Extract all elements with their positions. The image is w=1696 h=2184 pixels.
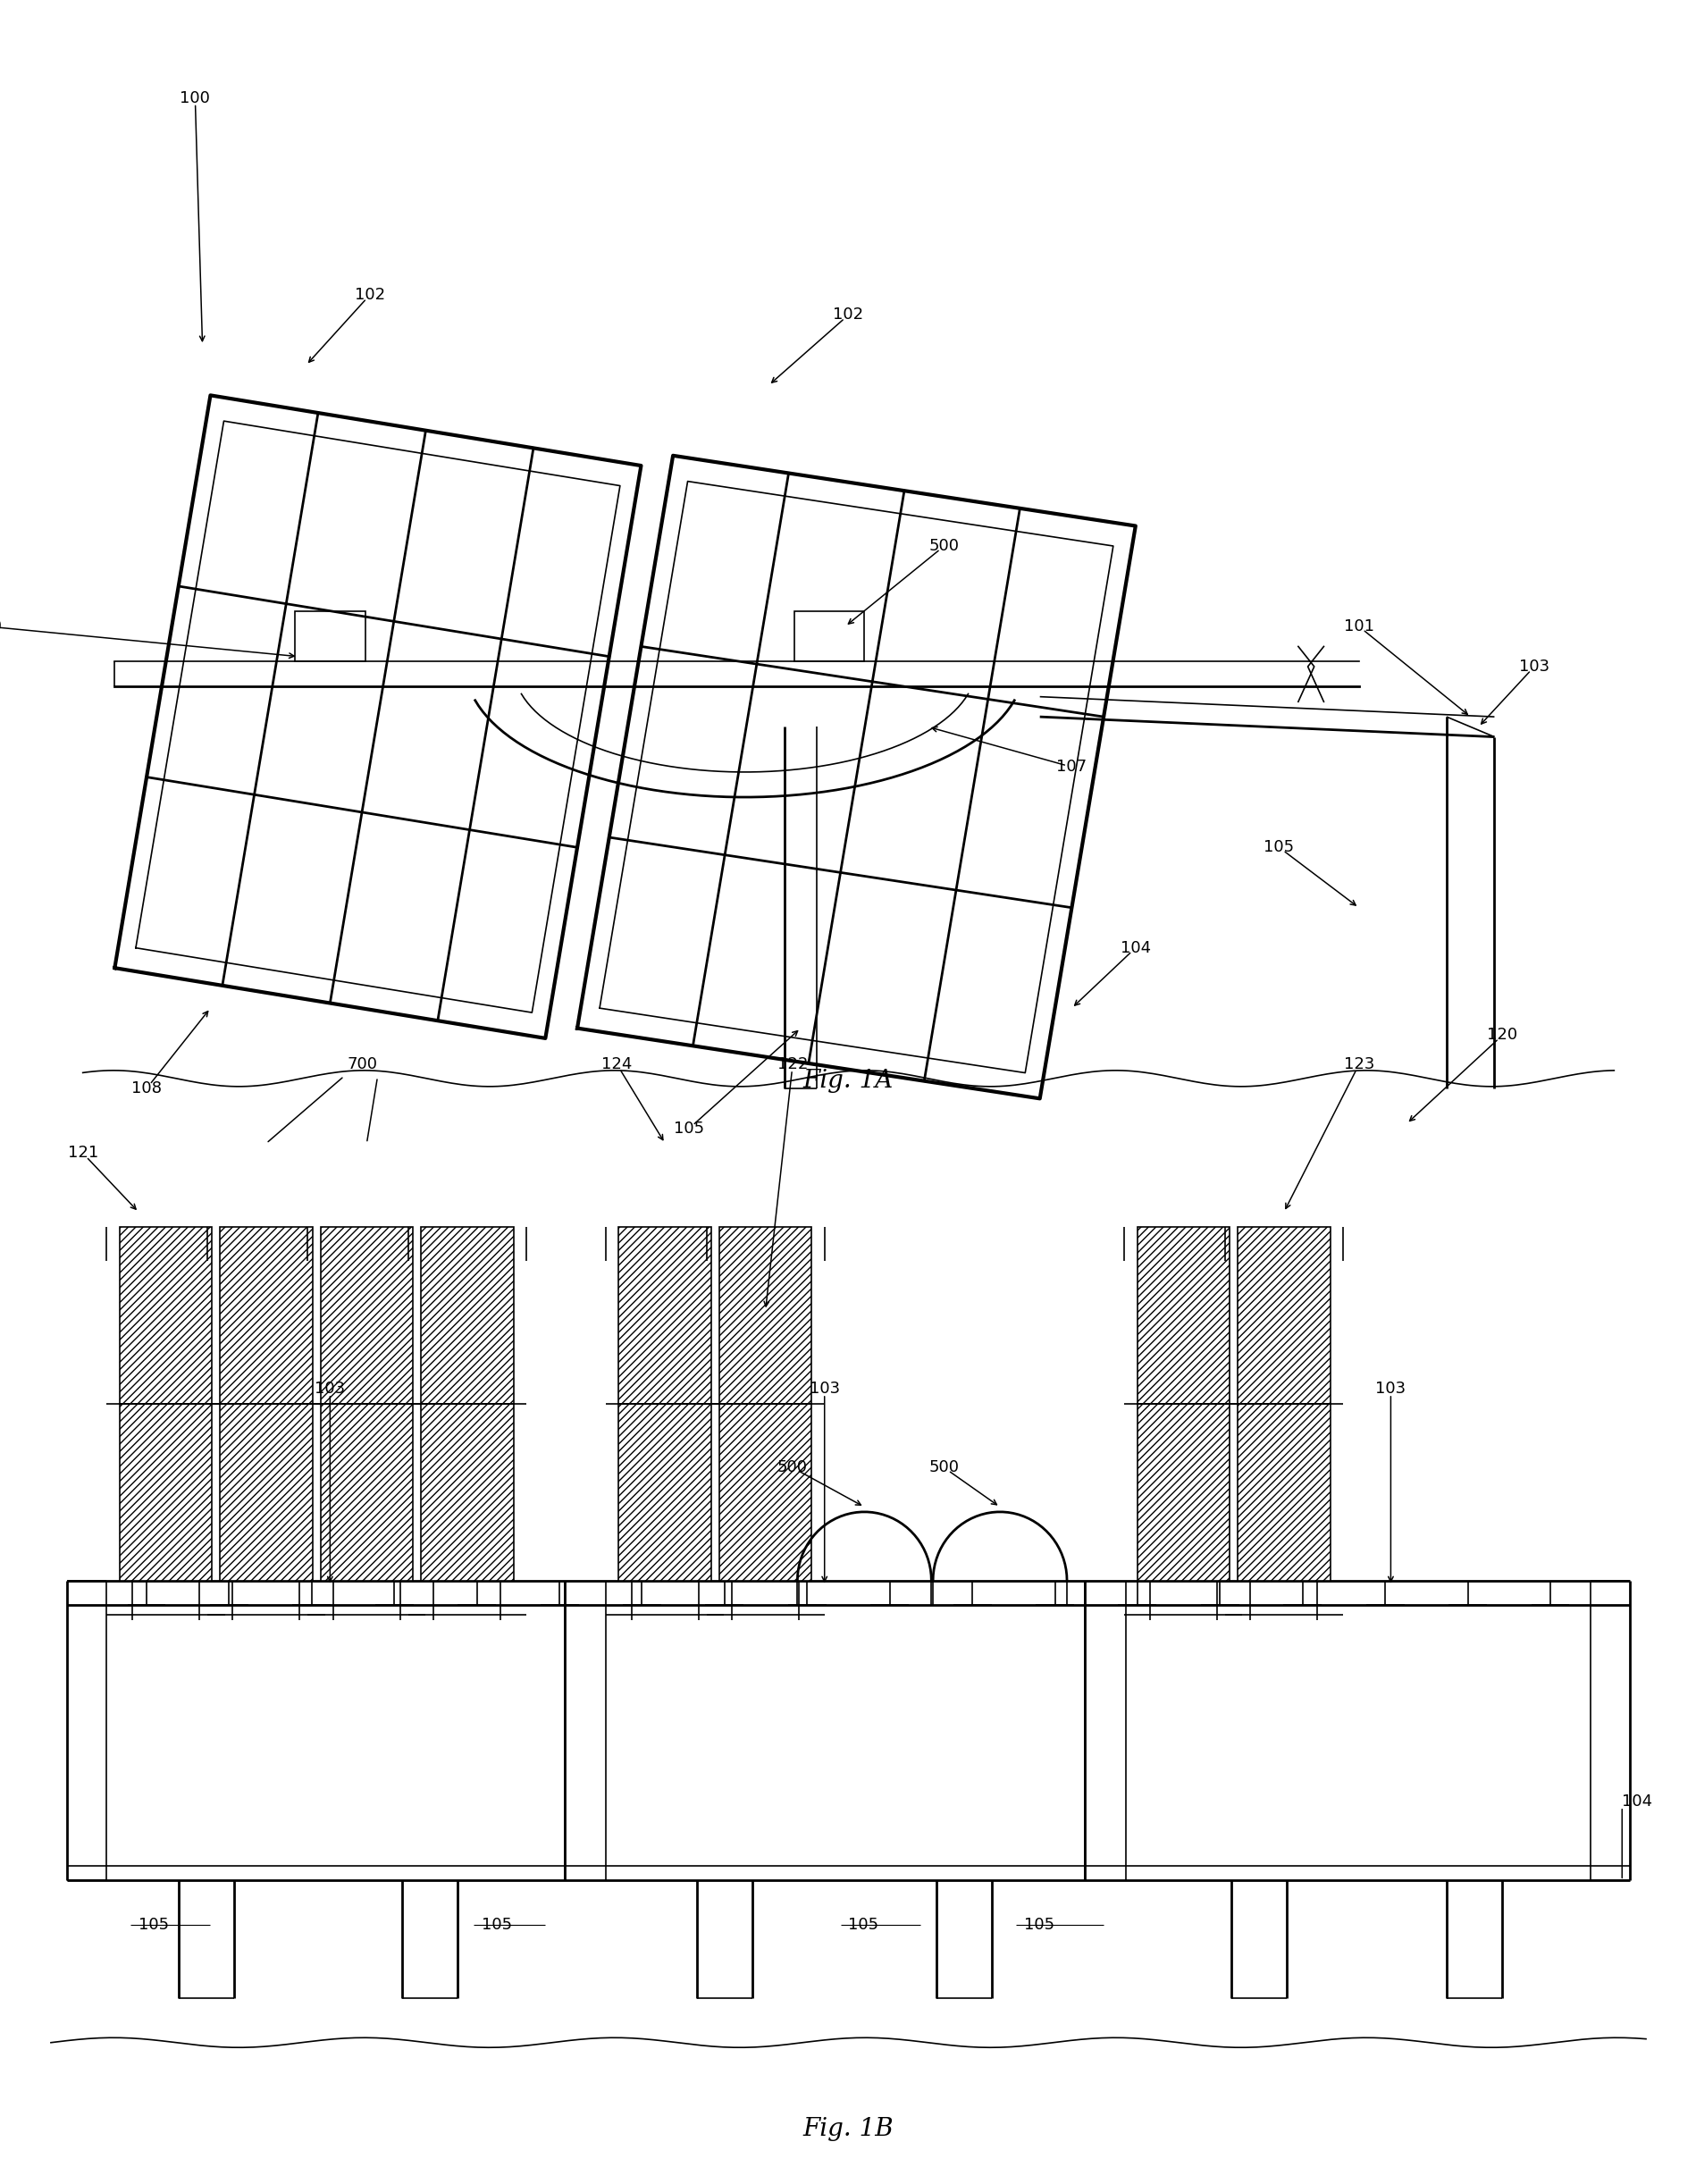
- Polygon shape: [321, 1404, 412, 1581]
- Polygon shape: [719, 1227, 811, 1404]
- Text: 105: 105: [673, 1120, 704, 1136]
- Text: 105: 105: [848, 1918, 879, 1933]
- Text: 102: 102: [833, 308, 863, 323]
- Text: 102: 102: [354, 286, 385, 304]
- Polygon shape: [119, 1227, 212, 1404]
- Text: 105: 105: [482, 1918, 512, 1933]
- Text: 108: 108: [131, 1081, 161, 1096]
- Text: 123: 123: [1343, 1057, 1374, 1072]
- Text: 105: 105: [1023, 1918, 1053, 1933]
- Text: 105: 105: [139, 1918, 170, 1933]
- Polygon shape: [719, 1404, 811, 1581]
- Text: 104: 104: [1621, 1793, 1652, 1811]
- Polygon shape: [421, 1227, 514, 1404]
- Text: Fig. 1A: Fig. 1A: [802, 1068, 894, 1094]
- Polygon shape: [1236, 1227, 1330, 1404]
- Text: 500: 500: [777, 1459, 807, 1476]
- Text: 103: 103: [809, 1380, 840, 1398]
- Polygon shape: [321, 1227, 412, 1404]
- Text: 700: 700: [346, 1057, 377, 1072]
- Polygon shape: [421, 1404, 514, 1581]
- Polygon shape: [1236, 1404, 1330, 1581]
- Text: 120: 120: [1486, 1026, 1516, 1044]
- Text: 104: 104: [1119, 939, 1150, 957]
- Text: 107: 107: [1057, 760, 1087, 775]
- Text: 105: 105: [1264, 839, 1294, 856]
- Text: 100: 100: [180, 90, 210, 107]
- Polygon shape: [1136, 1227, 1230, 1404]
- Text: 500: 500: [928, 537, 958, 555]
- Text: 103: 103: [1518, 660, 1548, 675]
- Polygon shape: [220, 1404, 312, 1581]
- Text: 103: 103: [1375, 1380, 1406, 1398]
- Polygon shape: [119, 1404, 212, 1581]
- Text: 124: 124: [602, 1057, 633, 1072]
- Text: 101: 101: [1343, 618, 1374, 633]
- Text: 500: 500: [928, 1459, 958, 1476]
- Polygon shape: [1136, 1404, 1230, 1581]
- Text: 103: 103: [315, 1380, 344, 1398]
- Polygon shape: [619, 1404, 711, 1581]
- Text: 121: 121: [68, 1144, 98, 1162]
- Polygon shape: [220, 1227, 312, 1404]
- Polygon shape: [619, 1227, 711, 1404]
- Text: Fig. 1B: Fig. 1B: [802, 2116, 894, 2143]
- Text: 500: 500: [0, 618, 2, 633]
- Text: 122: 122: [777, 1057, 807, 1072]
